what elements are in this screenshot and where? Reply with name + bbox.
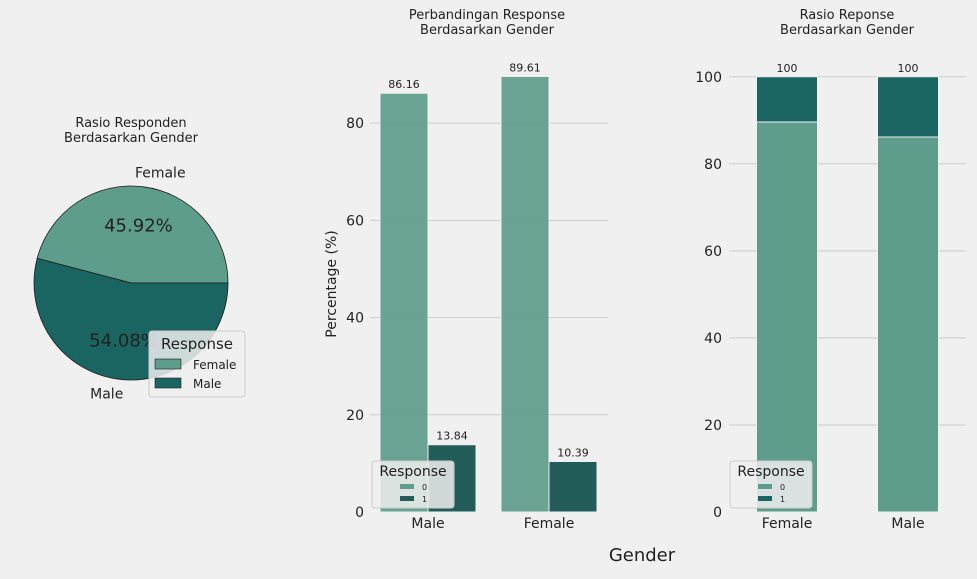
bar-y-tick-label: 60 <box>346 213 364 229</box>
bar-male-response-0 <box>379 92 429 513</box>
pie-label-female: Female <box>135 165 186 181</box>
stacked-y-tick-label: 0 <box>713 505 722 521</box>
stacked-y-tick-label: 100 <box>695 70 722 86</box>
pie-legend-swatch-female <box>154 358 182 370</box>
stacked-legend-title: Response <box>737 464 804 480</box>
bar-female-response-1 <box>548 461 598 513</box>
stacked-y-tick-label: 60 <box>704 244 722 260</box>
stacked-legend-label-0: 0 <box>780 483 785 492</box>
stacked-chart-title: Rasio Reponse Berdasarkan Gender <box>780 8 915 38</box>
bar-y-axis-label: Percentage (%) <box>324 230 340 337</box>
stacked-bar-female-response-1 <box>756 76 818 123</box>
stacked-y-tick-label: 80 <box>704 157 722 173</box>
stacked-legend-swatch-1 <box>758 496 772 501</box>
bar-y-tick-label: 80 <box>346 116 364 132</box>
stacked-legend-label-1: 1 <box>780 495 785 504</box>
bar-y-tick-label: 0 <box>355 505 364 521</box>
pie-legend-swatch-male <box>154 377 182 389</box>
bar-legend-swatch-1 <box>400 496 414 501</box>
stacked-bar-male-response-1 <box>877 76 939 138</box>
stacked-legend-swatch-0 <box>758 484 772 489</box>
stacked-value-label: 100 <box>777 62 798 75</box>
bar-legend-label-1: 1 <box>422 495 427 504</box>
bar-y-tick-label: 40 <box>346 311 364 327</box>
bar-legend-title: Response <box>379 464 446 480</box>
stacked-y-tick-label: 40 <box>704 331 722 347</box>
stacked-y-tick-label: 20 <box>704 418 722 434</box>
bar-value-label: 89.61 <box>509 61 541 74</box>
pie-label-male: Male <box>90 387 123 403</box>
bar-chart-title: Perbandingan Response Berdasarkan Gender <box>409 8 565 38</box>
bar-x-tick-label: Male <box>411 516 444 532</box>
pie-chart: Rasio Responden Berdasarkan Gender Female 4… <box>33 116 246 403</box>
bar-value-label: 86.16 <box>388 78 420 91</box>
stacked-bar-female-response-0 <box>756 121 818 513</box>
pie-title: Rasio Responden Berdasarkan Gender <box>64 116 199 146</box>
stacked-x-tick-label: Female <box>762 516 813 532</box>
bar-legend-swatch-0 <box>400 484 414 489</box>
bar-x-tick-label: Female <box>524 516 575 532</box>
pie-legend-label-female: Female <box>193 358 236 372</box>
grouped-bar-chart: Perbandingan Response Berdasarkan Gender 0… <box>324 8 608 532</box>
pie-legend-title: Response <box>161 335 233 353</box>
bar-value-label: 13.84 <box>436 430 468 443</box>
stacked-x-tick-label: Male <box>891 516 924 532</box>
stacked-value-label: 100 <box>898 62 919 75</box>
bar-legend-label-0: 0 <box>422 483 427 492</box>
bar-y-tick-label: 20 <box>346 408 364 424</box>
figure-x-axis-label: Gender <box>609 545 676 566</box>
pie-percent-female: 45.92% <box>104 215 173 236</box>
pie-slice-female <box>36 185 229 284</box>
bar-female-response-0 <box>500 75 550 513</box>
stacked-bar-male-response-0 <box>877 136 939 513</box>
stacked-bar-chart: Rasio Reponse Berdasarkan Gender 0 20 40 60 80… <box>695 8 966 532</box>
pie-percent-male: 54.08% <box>89 331 158 352</box>
bar-value-label: 10.39 <box>557 447 589 460</box>
pie-legend-label-male: Male <box>193 377 221 391</box>
